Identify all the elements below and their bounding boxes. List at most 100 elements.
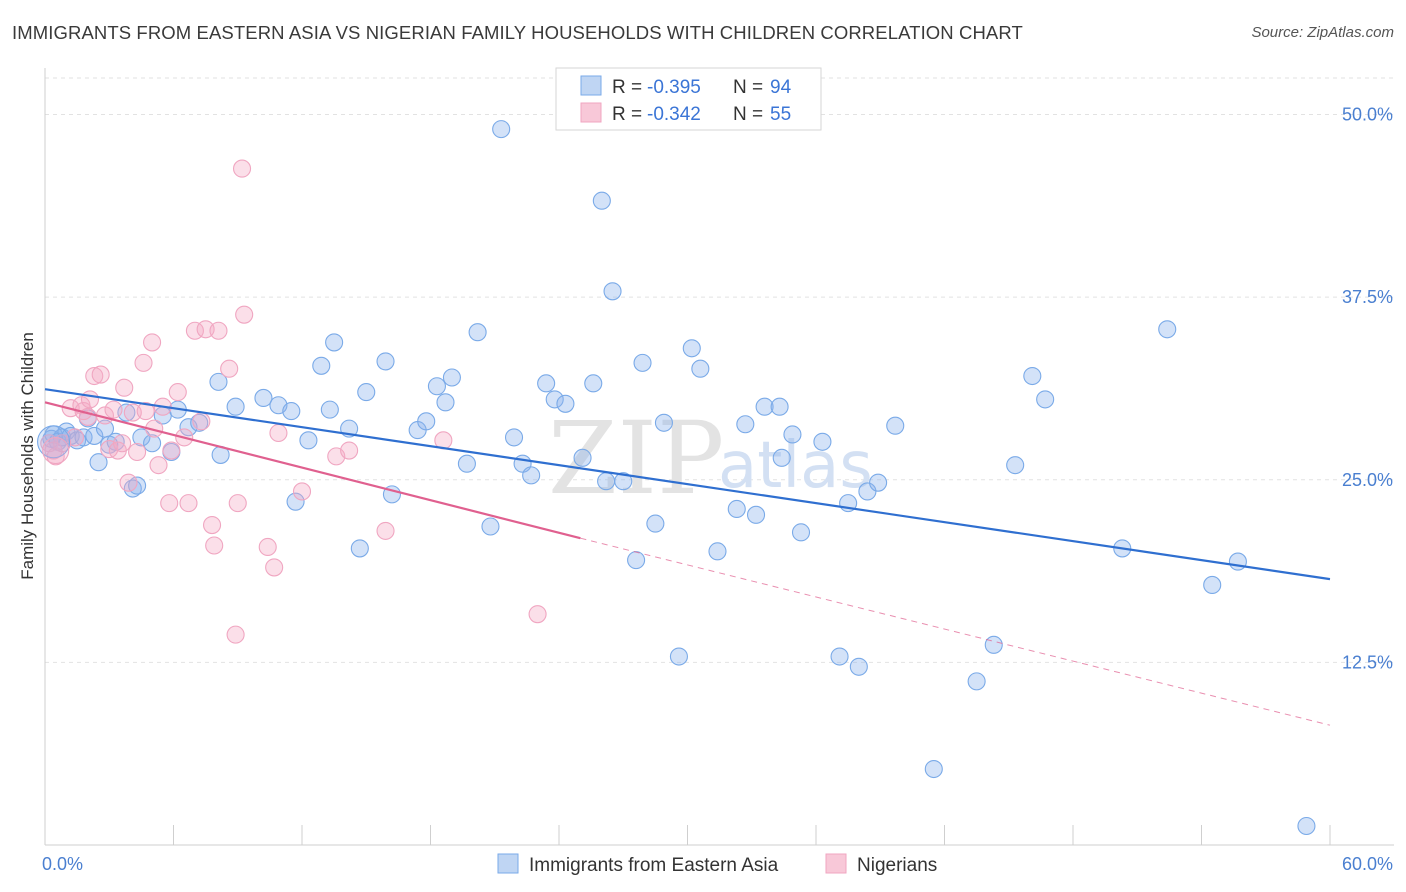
stats-n-label-2: N =	[733, 104, 763, 125]
data-point	[468, 323, 487, 342]
data-point	[286, 492, 305, 511]
stats-legend: R = -0.395 N = 94 R = -0.342 N = 55	[555, 67, 822, 131]
trend-line-0	[44, 388, 1331, 581]
stats-r-label-2: R =	[612, 104, 642, 125]
data-point	[545, 390, 564, 409]
data-point	[205, 536, 224, 555]
trend-lines	[44, 388, 1331, 726]
data-point	[813, 432, 832, 451]
data-point	[537, 374, 556, 393]
data-point	[269, 423, 288, 443]
y-tick-label-3: 50.0%	[1342, 105, 1393, 125]
data-point	[614, 472, 633, 491]
data-point	[104, 400, 123, 419]
data-point	[746, 505, 766, 524]
data-point	[1203, 575, 1222, 595]
data-point	[192, 412, 211, 431]
data-point	[265, 558, 284, 577]
data-point	[376, 521, 395, 540]
y-tick-label-1: 25.0%	[1342, 470, 1393, 490]
data-point	[691, 359, 710, 378]
series-nigerians-points	[40, 159, 547, 644]
trend-line-1	[44, 401, 581, 540]
data-point	[1297, 816, 1316, 836]
stats-legend-swatch-pink	[580, 102, 602, 123]
data-point	[770, 397, 789, 416]
y-tick-label-2: 37.5%	[1342, 287, 1393, 307]
data-point	[209, 372, 228, 391]
data-point	[143, 434, 162, 453]
data-point	[325, 333, 344, 352]
data-point	[1158, 320, 1177, 339]
data-point	[528, 605, 547, 624]
data-point	[149, 456, 168, 475]
data-point	[91, 365, 110, 384]
data-point	[869, 473, 888, 492]
data-point	[258, 537, 277, 557]
data-point	[209, 321, 228, 340]
data-point	[417, 412, 436, 431]
data-point	[669, 647, 688, 666]
data-point	[654, 413, 673, 432]
data-point	[134, 353, 153, 372]
data-point	[119, 473, 138, 492]
data-point	[442, 368, 461, 387]
data-point	[783, 425, 802, 444]
data-point	[830, 647, 849, 666]
x-tick-label-1: 60.0%	[1342, 854, 1393, 874]
series-legend-swatch-pink	[825, 853, 847, 874]
data-point	[603, 282, 622, 301]
data-point	[1006, 456, 1025, 475]
chart-title: IMMIGRANTS FROM EASTERN ASIA VS NIGERIAN…	[12, 22, 1023, 43]
data-point	[755, 397, 774, 416]
series-legend-label-1: Immigrants from Eastern Asia	[529, 855, 779, 876]
data-point	[226, 625, 245, 644]
data-point	[481, 517, 500, 536]
data-point	[584, 374, 603, 393]
data-point	[646, 514, 665, 533]
data-point	[736, 415, 755, 434]
data-point	[357, 383, 376, 402]
data-point	[162, 441, 181, 460]
data-point	[143, 333, 162, 352]
watermark: ZIP atlas	[548, 400, 873, 517]
data-point	[136, 402, 155, 421]
data-point	[436, 393, 455, 412]
y-axis-title: Family Households with Children	[18, 332, 37, 580]
data-point	[627, 551, 646, 570]
data-point-cluster	[37, 425, 71, 459]
data-point	[312, 356, 331, 375]
data-point	[633, 353, 652, 372]
data-point	[350, 539, 369, 558]
data-point	[132, 428, 151, 447]
y-tick-label-0: 12.5%	[1342, 652, 1393, 672]
data-point	[791, 523, 811, 542]
data-point	[80, 390, 100, 409]
stats-n-label-1: N =	[733, 77, 763, 98]
data-point	[282, 402, 301, 421]
data-point	[457, 454, 476, 473]
data-point	[115, 378, 134, 397]
data-point	[592, 191, 611, 210]
data-point	[1036, 390, 1055, 409]
data-point	[427, 377, 446, 396]
data-point	[1023, 366, 1042, 386]
data-point	[1228, 552, 1247, 571]
y-tick-labels: 12.5% 25.0% 37.5% 50.0%	[1342, 105, 1393, 673]
data-point	[160, 494, 179, 513]
data-point	[220, 359, 239, 378]
watermark-zip: ZIP	[548, 400, 724, 517]
data-point	[89, 453, 108, 472]
stats-n-value-2: 55	[770, 104, 791, 125]
data-point	[320, 400, 339, 419]
series-eastern-asia-points	[42, 120, 1316, 836]
data-point	[727, 499, 746, 519]
data-point	[85, 366, 104, 386]
data-points	[37, 120, 1316, 836]
data-point	[226, 397, 245, 416]
source-credit: Source: ZipAtlas.com	[1251, 24, 1394, 41]
watermark-atlas: atlas	[718, 429, 873, 503]
data-point	[254, 388, 273, 407]
data-point-cluster	[42, 436, 70, 465]
